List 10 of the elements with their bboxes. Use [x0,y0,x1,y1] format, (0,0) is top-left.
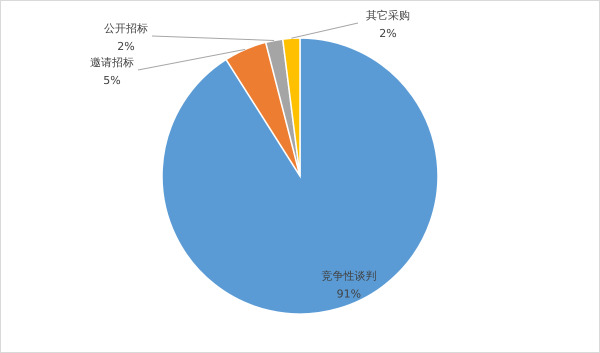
data-label: 5% [103,74,121,87]
slice-label: 竞争性谈判 [321,269,376,282]
pie-slice [161,37,439,315]
data-label: 2% [117,40,135,53]
pie-slice [225,42,301,177]
data-label: 91% [336,287,362,300]
slice-label: 其它采购 [366,9,410,22]
slice-label: 公开招标 [104,22,148,35]
data-label: 2% [379,27,397,40]
slice-label: 邀请招标 [90,56,134,69]
